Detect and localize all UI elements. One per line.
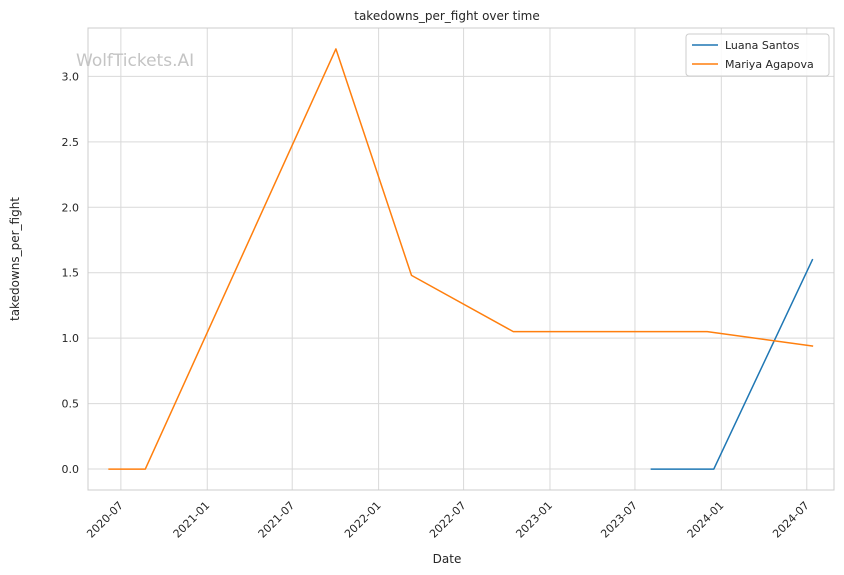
- series-line-luana-santos: [650, 258, 814, 470]
- series-lines: [108, 48, 814, 470]
- y-tick-label: 2.0: [62, 201, 80, 214]
- plot-area-frame: [87, 27, 835, 491]
- watermark: WolfTickets.AI: [76, 51, 194, 71]
- legend-label-mariya-agapova: Mariya Agapova: [725, 58, 814, 71]
- x-gridlines: [120, 28, 808, 490]
- legend: Luana Santos Mariya Agapova: [685, 33, 830, 77]
- legend-label-luana-santos: Luana Santos: [725, 39, 800, 52]
- series-line-mariya-agapova: [108, 48, 814, 470]
- y-tick-label: 3.0: [62, 70, 80, 83]
- y-tick-label: 1.5: [62, 267, 80, 280]
- y-tick-label: 1.0: [62, 332, 80, 345]
- legend-box: [685, 33, 830, 77]
- y-tick-label: 0.0: [62, 463, 80, 476]
- y-tick-labels: 0.0 0.5 1.0 1.5 2.0 2.5 3.0: [62, 70, 80, 476]
- y-tick-label: 2.5: [62, 136, 80, 149]
- chart-title: takedowns_per_fight over time: [354, 9, 540, 23]
- y-tick-label: 0.5: [62, 398, 80, 411]
- y-axis-title: takedowns_per_fight: [8, 197, 22, 321]
- x-axis-title: Date: [433, 552, 462, 566]
